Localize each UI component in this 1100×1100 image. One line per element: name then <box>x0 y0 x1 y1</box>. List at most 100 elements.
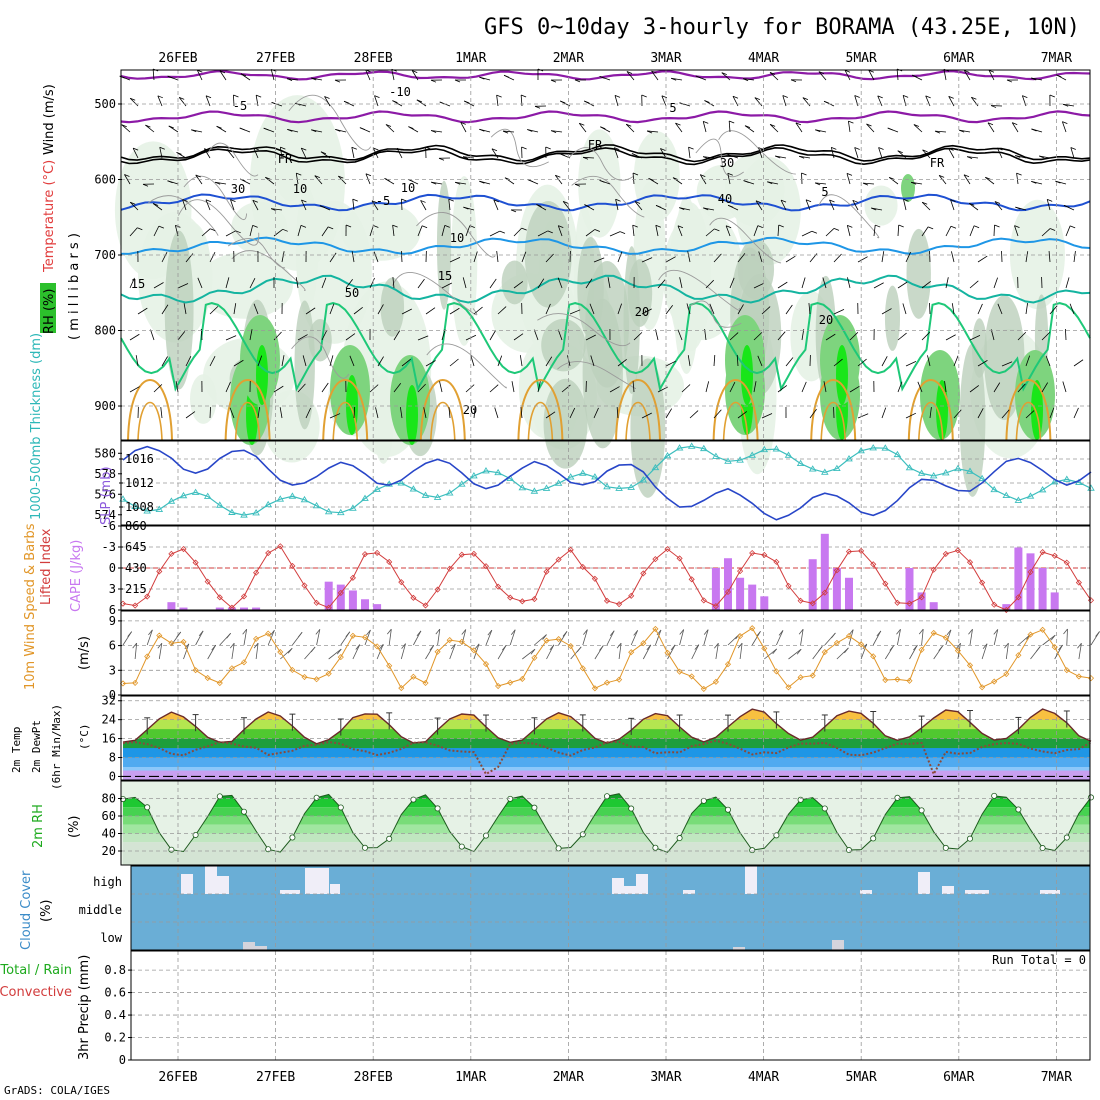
wind-barb-flag <box>790 79 797 83</box>
wind-barb-flag <box>632 172 639 176</box>
wind-barb <box>329 413 341 419</box>
wind-barb-flag <box>536 204 542 207</box>
wind-barb <box>968 203 979 211</box>
lifted-index-point <box>1015 594 1022 601</box>
temp-contour-minus5 <box>120 110 1091 124</box>
wind-speed-point <box>700 685 707 692</box>
wind-barb <box>153 384 163 393</box>
rh-band <box>123 824 1090 834</box>
wind-barb <box>833 358 843 367</box>
lifted-index-point <box>446 565 453 572</box>
wind-barb <box>660 148 667 159</box>
wind-barb-flag <box>1031 181 1037 184</box>
wind-speed-point <box>797 674 804 681</box>
wind-barb <box>866 123 875 133</box>
temp-contour-30 <box>625 402 651 441</box>
thickness-point <box>579 469 587 476</box>
wind-barb-flag <box>416 630 422 637</box>
lifted-index-point <box>724 588 732 596</box>
wind-barb <box>219 70 227 81</box>
wind-barb-flag <box>626 71 633 74</box>
wind-barb-flag <box>338 175 344 179</box>
thickness-point <box>917 469 926 476</box>
wind-barb <box>281 251 285 263</box>
y-tick-label: 0.4 <box>104 1008 126 1022</box>
wind-barb-flag <box>1015 206 1021 210</box>
wind-barb-flag <box>132 147 139 151</box>
wind-barb <box>672 177 683 185</box>
thickness-point <box>821 468 829 475</box>
lifted-index-point <box>700 597 707 604</box>
wind-barb-flag <box>641 94 647 98</box>
wind-barb <box>365 69 371 81</box>
rh-shade-saturated <box>836 345 848 405</box>
wind-barb <box>614 95 619 107</box>
y-tick-label: 580 <box>94 446 116 460</box>
rh-point <box>1063 834 1070 841</box>
ylabel-2m-rh: 2m RH <box>31 804 46 848</box>
rh-point <box>604 793 611 800</box>
wind-barb-flag <box>798 155 805 159</box>
wind-barb-flag <box>823 100 830 104</box>
wind-barb <box>439 381 443 393</box>
wind-speed-point <box>591 685 598 692</box>
lifted-index-point <box>821 589 828 596</box>
wind-barb-flag <box>510 629 516 636</box>
ylabel-wind: Wind (m/s) <box>42 84 57 155</box>
wind-barb <box>152 203 163 211</box>
y-tick-label: 578 <box>94 467 116 481</box>
wind-barb <box>393 330 401 341</box>
cape-bar <box>748 584 757 610</box>
lifted-index-point <box>313 599 320 606</box>
wind-barb-flag <box>451 643 456 650</box>
wind-barb-flag <box>727 172 733 176</box>
thickness-point <box>942 469 950 476</box>
y-tick-label: 0 <box>109 769 116 783</box>
temp-contour-25 <box>810 379 857 441</box>
rh-contour <box>231 250 306 291</box>
wind-barb-flag <box>371 200 378 204</box>
wind-barb-flag <box>615 198 621 202</box>
wind-barb-flag <box>948 95 954 99</box>
wind-barb-flag <box>778 630 784 636</box>
wind-speed-point <box>833 639 840 646</box>
rh-grid <box>121 781 1090 865</box>
wind-barb <box>777 281 788 289</box>
wind-speed-point <box>374 643 381 650</box>
wind-barb-flag <box>950 225 957 229</box>
temperature-lines <box>122 708 1092 777</box>
wind-barb-flag <box>396 147 403 151</box>
thickness-point <box>179 491 188 499</box>
wind-barb <box>823 381 827 393</box>
rh-point <box>579 831 586 838</box>
wind-barb <box>448 199 451 211</box>
lifted-index-point <box>1039 549 1046 556</box>
lifted-index-point <box>289 562 296 570</box>
wind-barb <box>491 148 499 159</box>
wind-barb-flag <box>646 644 652 651</box>
wind-barb <box>615 199 619 211</box>
wind-barb <box>948 96 955 107</box>
temp-contour-25 <box>127 379 173 441</box>
lifted-index-point <box>555 556 562 563</box>
wind-barb <box>295 277 299 289</box>
y-tick-label: 6 <box>109 639 116 653</box>
wind-barb-flag <box>555 174 561 178</box>
rh-contour <box>658 269 741 311</box>
wind-barb <box>977 360 988 367</box>
wind-barbs <box>122 628 1100 660</box>
lifted-index-point <box>434 586 441 593</box>
wind-barb <box>449 643 456 660</box>
wind-barb <box>677 225 683 237</box>
wind-barb-flag <box>922 201 928 205</box>
wind-barb <box>987 122 995 133</box>
temp-contour-15 <box>120 274 1091 304</box>
y-tick-label: 574 <box>94 508 116 522</box>
wind-barb <box>873 282 884 289</box>
cloud-bar-high <box>918 872 930 894</box>
rh-shade-light <box>196 252 293 319</box>
wind-barb <box>703 629 709 646</box>
wind-barb <box>642 644 652 660</box>
rh-shade-grey <box>959 343 986 497</box>
wind-barb-flag <box>167 75 173 79</box>
